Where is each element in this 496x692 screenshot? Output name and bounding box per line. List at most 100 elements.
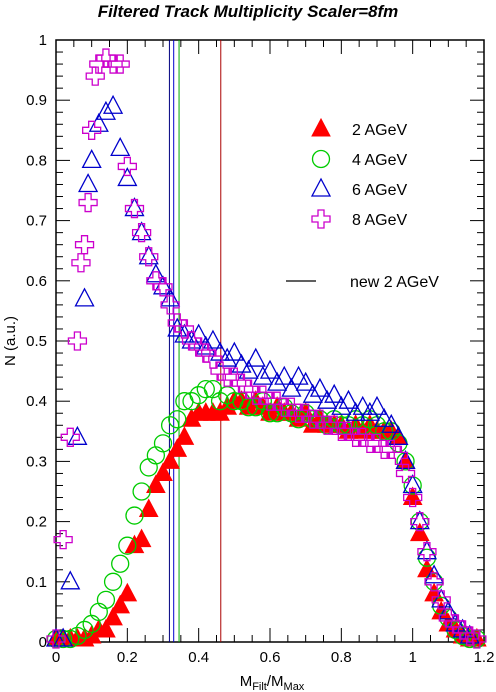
data-point <box>153 277 173 297</box>
data-point <box>153 434 173 453</box>
data-point <box>117 156 137 177</box>
data-point <box>95 100 117 120</box>
data-point <box>252 365 273 385</box>
data-point <box>167 317 188 337</box>
data-point <box>431 588 452 608</box>
data-point <box>110 54 130 74</box>
data-point <box>324 383 345 403</box>
data-point <box>274 365 295 385</box>
vertical-lines <box>168 40 222 642</box>
data-point <box>316 389 338 409</box>
x-tick-label: 0.6 <box>260 649 281 666</box>
data-point <box>374 407 395 427</box>
data-point <box>388 425 409 445</box>
data-point <box>438 600 459 620</box>
y-tick-label: 0.5 <box>26 333 47 350</box>
data-point <box>153 462 173 481</box>
data-point <box>167 313 187 333</box>
data-point <box>402 474 423 494</box>
data-point <box>117 167 138 187</box>
data-point <box>96 48 116 68</box>
data-point <box>103 54 123 74</box>
data-point <box>103 572 123 591</box>
data-point <box>60 427 80 447</box>
data-point <box>210 392 230 411</box>
data-point <box>110 594 131 614</box>
data-point <box>210 361 230 381</box>
data-point <box>281 377 302 397</box>
data-point <box>96 618 116 638</box>
data-point <box>202 329 224 349</box>
y-tick-label: 0.3 <box>26 453 47 470</box>
data-point <box>71 253 91 273</box>
data-point <box>245 347 266 367</box>
y-tick-label: 0.9 <box>26 92 47 109</box>
legend-marker <box>311 117 331 137</box>
data-point <box>78 173 99 193</box>
data-point <box>67 331 88 351</box>
data-point <box>160 295 180 315</box>
legend-line-label: new 2 AGeV <box>350 274 439 291</box>
data-point <box>409 510 430 530</box>
data-point <box>74 287 95 307</box>
data-point <box>117 582 138 602</box>
x-tick-label: 0 <box>52 649 60 666</box>
data-point <box>174 426 195 445</box>
data-point <box>196 380 215 399</box>
data-point <box>409 522 430 542</box>
data-point <box>138 245 159 265</box>
axes: 0 0.2 0.4 0.6 0.8 1 1.2 0 0.1 0.2 0.3 0.4 0.5 0.6 0.7 0… <box>26 32 494 666</box>
data-point <box>78 192 98 213</box>
y-tick-label: 0.8 <box>26 152 47 169</box>
x-tick-label: 1 <box>408 649 416 666</box>
y-tick-label: 0.2 <box>26 514 47 531</box>
legend-label: 2 AGeV <box>352 122 407 139</box>
data-point <box>89 602 108 622</box>
data-point <box>352 395 373 415</box>
data-point <box>74 235 95 255</box>
data-point <box>238 359 259 379</box>
data-point <box>131 528 152 548</box>
data-point <box>467 629 487 649</box>
series-4 <box>46 48 487 649</box>
data-point <box>96 590 116 610</box>
data-point <box>267 371 288 391</box>
data-point <box>174 319 195 339</box>
data-point <box>146 446 166 465</box>
data-point <box>224 341 245 361</box>
data-point <box>131 221 152 241</box>
data-point <box>160 450 180 469</box>
data-point <box>231 373 252 393</box>
data-point <box>331 395 352 415</box>
data-point <box>168 410 187 429</box>
data-point <box>366 395 388 415</box>
data-point <box>403 487 423 508</box>
data-point <box>138 498 159 518</box>
data-point <box>145 263 166 283</box>
data-point <box>103 606 123 626</box>
data-point <box>146 271 166 291</box>
legend-label: 4 AGeV <box>352 152 407 169</box>
chart-title: Filtered Track Multiplicity Scaler=8fm <box>98 2 399 21</box>
y-tick-label: 0.7 <box>26 213 47 230</box>
legend-marker <box>311 209 331 229</box>
data-point <box>102 94 124 114</box>
data-point <box>139 458 158 477</box>
data-point <box>81 149 102 169</box>
data-point <box>132 482 151 501</box>
legend-marker <box>310 177 332 197</box>
x-tick-label: 0.2 <box>117 649 138 666</box>
data-point <box>160 416 180 435</box>
data-point <box>75 620 94 640</box>
data-point <box>111 554 130 573</box>
data-markers <box>45 48 487 649</box>
data-point <box>53 530 73 550</box>
data-point <box>167 438 188 457</box>
data-point <box>110 136 131 157</box>
legend-label: 8 AGeV <box>352 212 407 229</box>
data-point <box>182 392 201 411</box>
data-point <box>53 629 73 649</box>
data-point <box>295 371 316 391</box>
x-tick-label: 1.2 <box>474 649 495 666</box>
series-1 <box>46 390 487 647</box>
